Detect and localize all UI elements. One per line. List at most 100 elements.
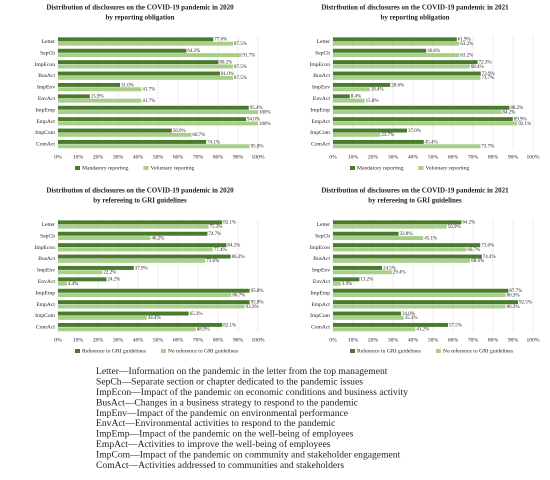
- value-label: 86.3%: [232, 255, 245, 260]
- y-tick-label: Letter: [317, 39, 330, 45]
- x-tick-label: 50%: [428, 154, 439, 160]
- legend-label: Voluntary reporting: [150, 165, 194, 171]
- y-tick-label: BusAct: [313, 73, 330, 79]
- x-tick-label: 80%: [488, 337, 499, 343]
- glossary-entry: ImpCom—Impact of the pandemic on communi…: [96, 449, 401, 460]
- value-label: 86.7%: [232, 293, 245, 298]
- bar: [333, 311, 401, 316]
- y-tick-label: SepCh: [315, 233, 330, 239]
- value-label: 88.2%: [510, 106, 523, 111]
- x-tick-label: 70%: [193, 337, 204, 343]
- value-label: 65.3%: [190, 312, 203, 317]
- value-label: 82.1%: [223, 323, 236, 328]
- bar: [333, 254, 482, 259]
- bar: [333, 288, 509, 293]
- bar: [58, 87, 142, 92]
- y-tick-label: ImpEmp: [35, 107, 55, 113]
- value-label: 95.4%: [250, 106, 263, 111]
- value-label: 87.5%: [234, 42, 247, 47]
- value-label: 91.7%: [242, 53, 255, 58]
- legend-label: No reference to GRI guidelines: [168, 347, 238, 354]
- value-label: 34.0%: [402, 312, 415, 317]
- bar: [58, 117, 246, 122]
- bar: [333, 322, 448, 327]
- value-label: 24.2%: [107, 278, 120, 283]
- bar: [58, 254, 231, 259]
- value-label: 28.6%: [391, 83, 404, 88]
- x-tick-label: 30%: [388, 337, 399, 343]
- value-label: 82.1%: [223, 221, 236, 226]
- glossary-entry: EmpAct—Activities to improve the well-be…: [96, 439, 331, 450]
- bar: [58, 139, 207, 144]
- legend-swatch: [350, 349, 355, 353]
- value-label: 74.7%: [208, 232, 221, 237]
- bar: [333, 41, 460, 46]
- bar: [58, 243, 227, 248]
- bar: [333, 293, 506, 298]
- x-tick-label: 30%: [388, 154, 399, 160]
- value-label: 64.2%: [187, 49, 200, 54]
- y-tick-label: EnvAct: [313, 96, 331, 102]
- bar: [58, 288, 250, 293]
- bar: [333, 117, 513, 122]
- bar: [58, 105, 249, 110]
- bar: [58, 231, 208, 236]
- y-tick-label: ImpEcon: [34, 245, 55, 251]
- bar: [333, 258, 471, 263]
- x-tick-label: 70%: [193, 154, 204, 160]
- y-tick-label: EnvAct: [313, 279, 331, 285]
- bar: [333, 128, 407, 133]
- y-tick-label: BusAct: [313, 256, 330, 262]
- bar: [333, 53, 460, 58]
- value-label: 44.4%: [148, 316, 161, 321]
- value-label: 73.7%: [481, 145, 494, 150]
- x-tick-label: 20%: [93, 337, 104, 343]
- x-tick-label: 90%: [508, 337, 519, 343]
- y-tick-label: ImpCom: [310, 130, 331, 136]
- x-tick-label: 80%: [488, 154, 499, 160]
- bar: [333, 327, 416, 332]
- y-tick-label: ImpEcon: [309, 62, 330, 68]
- value-label: 45.1%: [424, 236, 437, 241]
- bar: [333, 82, 391, 87]
- bar: [333, 277, 360, 282]
- bar: [333, 315, 404, 320]
- value-label: 37.9%: [135, 266, 148, 271]
- x-tick-label: 70%: [468, 337, 479, 343]
- glossary-entry: ComAct—Activities addressed to communiti…: [96, 460, 344, 471]
- value-label: 100%: [259, 122, 271, 127]
- value-label: 95.8%: [251, 145, 264, 150]
- value-label: 41.7%: [142, 88, 155, 93]
- bar: [333, 281, 341, 286]
- legend-label: Reference to GRI guidelines: [357, 347, 421, 354]
- y-tick-label: ImpEmp: [35, 290, 55, 296]
- legend-label: Reference to GRI guidelines: [82, 347, 146, 354]
- y-tick-label: ImpEnv: [37, 268, 55, 274]
- bar: [58, 327, 196, 332]
- value-label: 56.9%: [448, 225, 461, 230]
- legend-swatch: [435, 349, 441, 353]
- bar: [333, 105, 510, 110]
- bar: [333, 132, 381, 137]
- x-tick-label: 0%: [54, 337, 62, 343]
- value-label: 46.6%: [427, 49, 440, 54]
- value-label: 75.3%: [210, 225, 223, 230]
- bar: [58, 311, 189, 316]
- bar: [58, 277, 107, 282]
- y-tick-label: EmpAct: [36, 302, 55, 308]
- bar: [58, 220, 223, 225]
- bar: [58, 128, 172, 133]
- y-tick-label: EnvAct: [38, 279, 56, 285]
- x-tick-label: 30%: [113, 337, 124, 343]
- x-tick-label: 0%: [329, 154, 337, 160]
- value-label: 22.2%: [103, 271, 116, 276]
- chart-subtitle: by refereeing to GRI guidelines: [368, 197, 462, 205]
- value-label: 94.0%: [247, 117, 260, 122]
- bar: [58, 71, 220, 76]
- bar: [333, 94, 350, 99]
- y-tick-label: ComAct: [311, 325, 330, 331]
- x-tick-label: 100%: [251, 154, 264, 160]
- legend-label: Mandatory reporting: [82, 165, 129, 171]
- legend-label: No reference to GRI guidelines: [443, 347, 513, 354]
- y-tick-label: EnvAct: [38, 96, 56, 102]
